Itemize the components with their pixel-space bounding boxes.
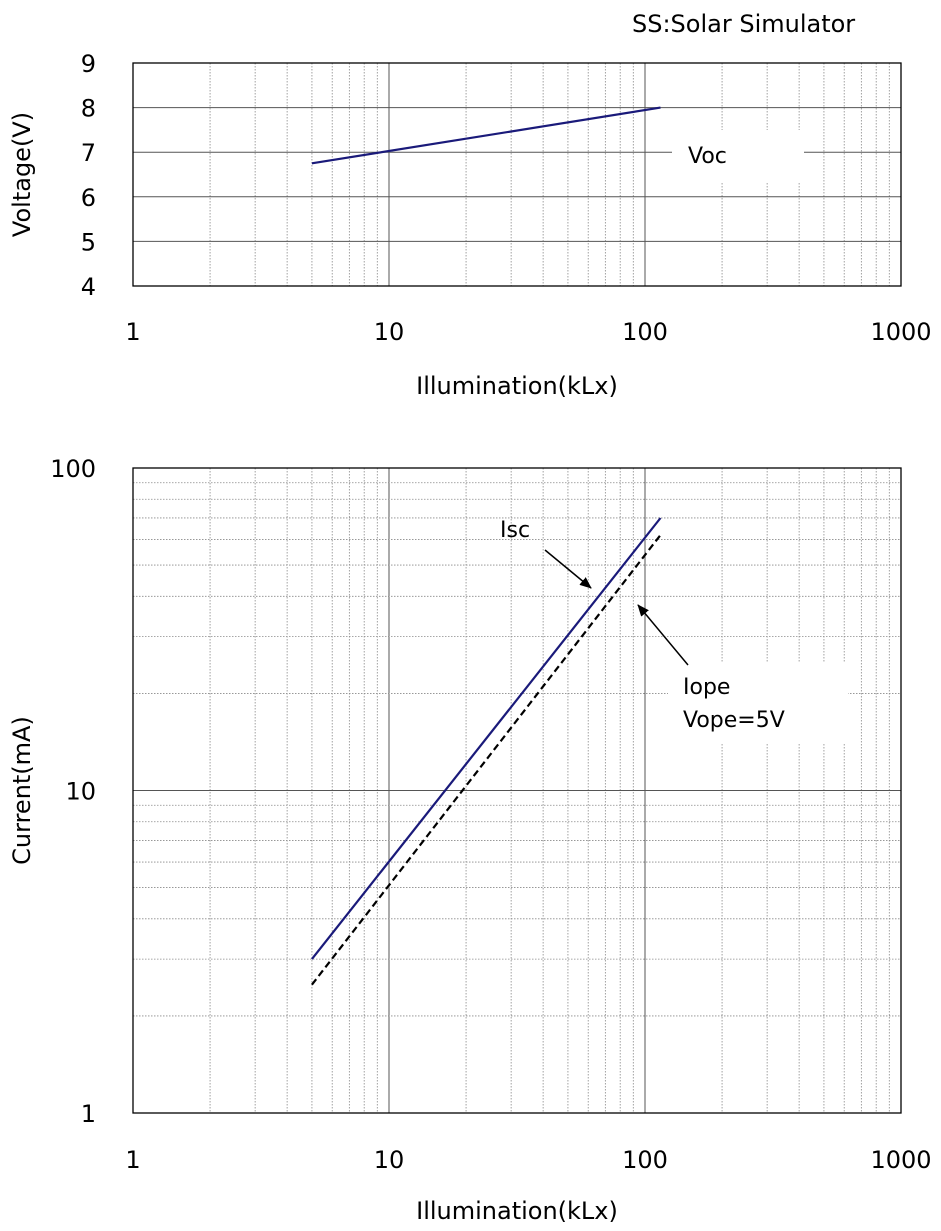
chart2-y-tick-label: 1	[81, 1100, 96, 1128]
chart2-x-axis-label: Illumination(kLx)	[416, 1197, 618, 1225]
chart1-annotation-voc: Voc	[688, 144, 727, 169]
chart1-x-tick-label: 1	[125, 318, 140, 346]
chart2-x-tick-label: 100	[622, 1146, 668, 1174]
chart1-x-tick-label: 10	[374, 318, 405, 346]
chart1-plot-frame	[132, 62, 902, 287]
chart1-y-axis-label: Voltage(V)	[8, 112, 36, 237]
chart2-x-tick-label: 1	[125, 1146, 140, 1174]
chart2-plot-frame	[132, 467, 902, 1114]
chart2-annotation-iope: Iope	[683, 675, 730, 700]
chart2-annotation-vope: Vope=5V	[683, 708, 785, 733]
chart1-series-1-line	[311, 106, 661, 165]
chart2-annotation-isc: Isc	[500, 518, 530, 543]
chart1-x-axis-label: Illumination(kLx)	[416, 372, 618, 400]
chart1-y-tick-label: 6	[81, 184, 96, 212]
chart1-y-tick-label: 5	[81, 228, 96, 256]
chart2-series-1-line	[311, 517, 662, 960]
chart1-x-tick-label: 1000	[870, 318, 931, 346]
chart1-x-tick-label: 100	[622, 318, 668, 346]
chart2-arrow-isc	[544, 549, 592, 589]
chart2-arrow-iope	[637, 604, 689, 666]
chart2-y-tick-label: 100	[50, 455, 96, 483]
chart2-x-tick-label: 10	[374, 1146, 405, 1174]
chart1-y-tick-label: 4	[81, 273, 96, 301]
chart1-annotation-box	[672, 130, 804, 182]
chart2-y-axis-label: Current(mA)	[8, 716, 36, 865]
chart1-y-tick-label: 9	[81, 50, 96, 78]
chart2-series-2-line	[311, 534, 662, 986]
chart-note: SS:Solar Simulator	[632, 10, 856, 38]
chart1-y-tick-label: 8	[81, 95, 96, 123]
chart2-y-tick-label: 10	[65, 778, 96, 806]
chart1-y-tick-label: 7	[81, 139, 96, 167]
chart2-x-tick-label: 1000	[870, 1146, 931, 1174]
chart2-annotation-box	[668, 663, 848, 743]
